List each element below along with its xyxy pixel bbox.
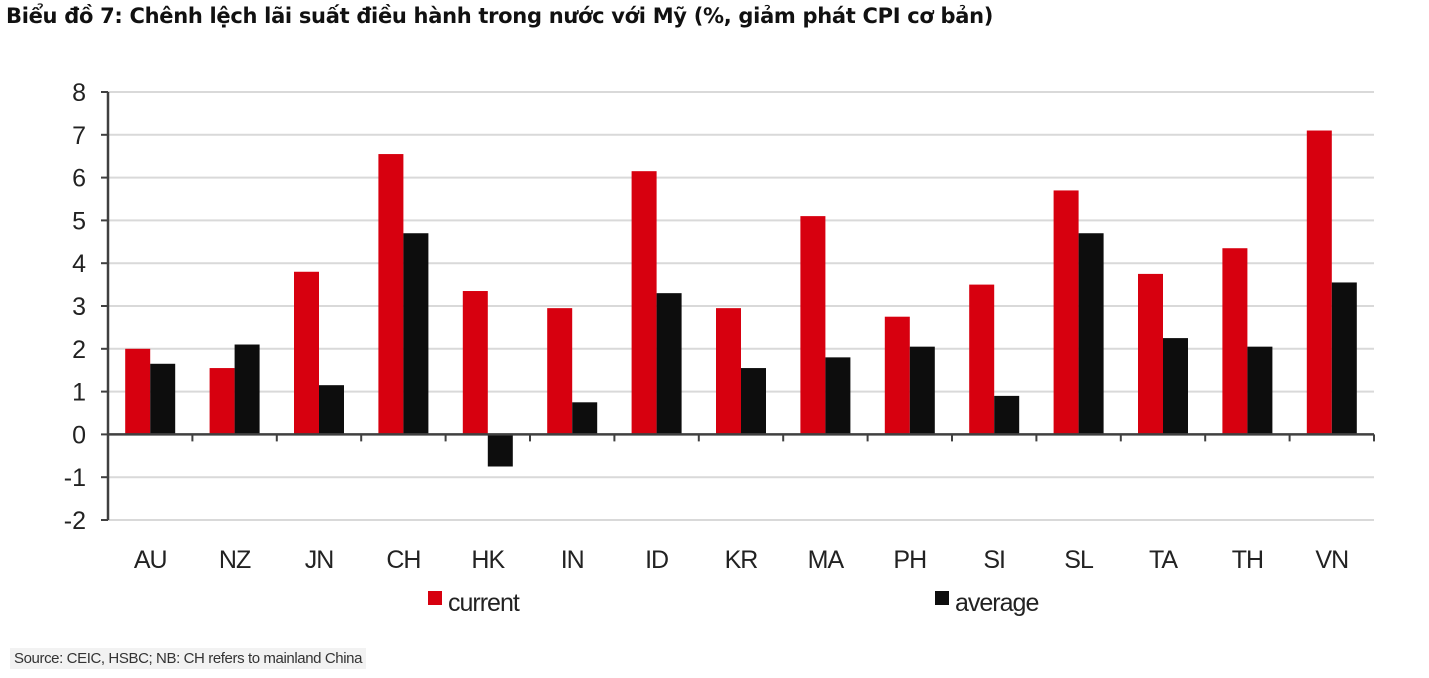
- bar-average-ma: [825, 357, 851, 435]
- x-category-label: KR: [725, 546, 758, 574]
- x-category-label: CH: [386, 546, 420, 574]
- legend: current average: [428, 589, 1039, 617]
- x-axis-category-labels: AU NZ JN CH HK IN ID KR MA PH SI SL TA TH VN: [134, 546, 1349, 574]
- bar-current-in: [547, 308, 573, 435]
- x-category-label: ID: [645, 546, 668, 574]
- bar-average-si: [994, 395, 1020, 435]
- y-tick-label: 5: [72, 207, 86, 235]
- bar-average-au: [150, 363, 176, 435]
- x-category-label: PH: [893, 546, 926, 574]
- y-tick-label: -1: [64, 464, 86, 492]
- bar-average-id: [656, 293, 682, 435]
- x-category-label: TA: [1149, 546, 1178, 574]
- bar-average-th: [1247, 346, 1273, 435]
- bar-current-nz: [209, 368, 235, 435]
- x-category-label: AU: [134, 546, 167, 574]
- source-note: Source: CEIC, HSBC; NB: CH refers to mai…: [10, 648, 367, 669]
- bar-average-ph: [909, 346, 935, 435]
- x-category-label: VN: [1315, 546, 1348, 574]
- bar-average-ch: [403, 233, 429, 435]
- y-tick-label: 0: [72, 421, 86, 449]
- bar-chart: 8 7 6 5 4 3 2 1 0 -1 -2 AU NZ JN CH HK IN ID KR MA PH SI SL TA…: [64, 79, 1375, 617]
- legend-label-current: current: [448, 589, 520, 617]
- bar-average-kr: [741, 368, 766, 435]
- bar-current-vn: [1306, 130, 1332, 435]
- bars: [125, 130, 1357, 467]
- y-tick-label: 7: [72, 122, 86, 150]
- bar-current-th: [1222, 248, 1248, 435]
- bar-current-id: [631, 171, 657, 435]
- y-tick-label: 8: [72, 79, 86, 107]
- legend-swatch-current-icon: [428, 591, 442, 605]
- bar-average-nz: [234, 344, 260, 435]
- y-tick-label: 1: [72, 379, 86, 407]
- bar-current-ph: [884, 316, 910, 435]
- bar-average-hk: [487, 434, 513, 467]
- bar-average-vn: [1331, 282, 1357, 435]
- bar-current-kr: [716, 308, 741, 435]
- bar-average-ta: [1163, 338, 1188, 435]
- y-tick-label: 6: [72, 165, 86, 193]
- y-tick-label: 2: [72, 336, 86, 364]
- legend-label-average: average: [955, 589, 1038, 617]
- x-category-label: IN: [561, 546, 584, 574]
- legend-swatch-average-icon: [935, 591, 949, 605]
- bar-average-in: [572, 402, 598, 435]
- x-category-label: SL: [1064, 546, 1094, 574]
- bar-current-hk: [462, 291, 488, 435]
- bar-current-si: [969, 284, 995, 435]
- bar-average-sl: [1078, 233, 1104, 435]
- bar-current-ma: [800, 216, 826, 435]
- axes: [101, 91, 1375, 521]
- bar-current-ta: [1138, 273, 1163, 435]
- x-category-label: JN: [305, 546, 334, 574]
- y-axis-tick-labels: 8 7 6 5 4 3 2 1 0 -1 -2: [64, 79, 86, 535]
- x-category-label: HK: [471, 546, 505, 574]
- bar-current-jn: [294, 271, 319, 435]
- x-category-label: MA: [808, 546, 845, 574]
- x-category-label: SI: [983, 546, 1005, 574]
- y-tick-label: 3: [72, 293, 86, 321]
- y-tick-label: 4: [72, 250, 86, 278]
- bar-current-ch: [378, 154, 404, 435]
- x-category-label: TH: [1232, 546, 1263, 574]
- y-tick-label: -2: [64, 507, 86, 535]
- bar-current-sl: [1053, 190, 1079, 435]
- bar-average-jn: [319, 385, 344, 435]
- x-category-label: NZ: [219, 546, 251, 574]
- chart-title: Biểu đồ 7: Chênh lệch lãi suất điều hành…: [6, 4, 994, 28]
- bar-current-au: [125, 348, 151, 435]
